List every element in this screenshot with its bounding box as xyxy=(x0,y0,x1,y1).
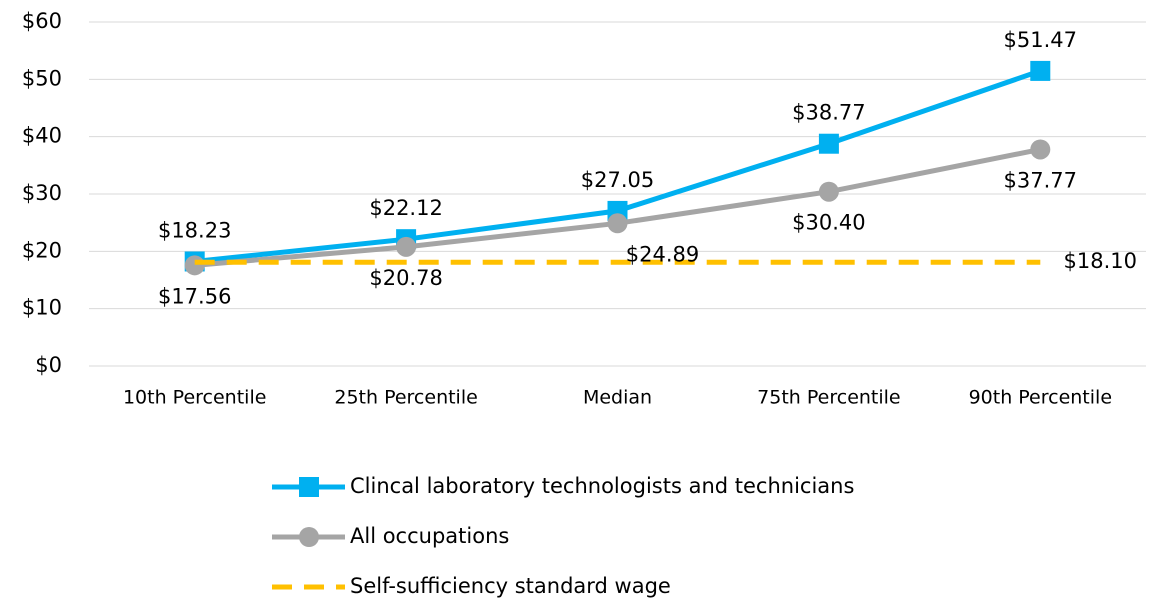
data-label: $37.77 xyxy=(1004,168,1077,192)
x-tick-label: 25th Percentile xyxy=(334,387,477,409)
legend-marker xyxy=(299,527,319,547)
legend-label: Self-sufficiency standard wage xyxy=(350,574,671,598)
data-label: $17.56 xyxy=(158,284,231,308)
legend-label: All occupations xyxy=(350,524,509,548)
data-label: $30.40 xyxy=(792,211,865,235)
y-tick-label: $30 xyxy=(22,181,62,205)
data-label: $22.12 xyxy=(369,196,442,220)
data-label: $20.78 xyxy=(369,266,442,290)
marker xyxy=(818,133,839,154)
marker xyxy=(396,236,417,257)
data-label: $18.10 xyxy=(1064,249,1137,273)
y-tick-label: $40 xyxy=(22,124,62,148)
x-tick-label: 90th Percentile xyxy=(969,387,1112,409)
data-label: $18.23 xyxy=(158,218,231,242)
y-tick-label: $20 xyxy=(22,238,62,262)
y-tick-label: $10 xyxy=(22,296,62,320)
x-tick-label: 75th Percentile xyxy=(757,387,900,409)
data-label: $27.05 xyxy=(581,168,654,192)
marker xyxy=(184,255,205,276)
marker xyxy=(607,213,628,234)
y-tick-label: $60 xyxy=(22,9,62,33)
legend-label: Clincal laboratory technologists and tec… xyxy=(350,474,854,498)
data-label: $24.89 xyxy=(626,242,699,266)
marker xyxy=(818,181,839,202)
legend-marker xyxy=(299,477,319,497)
data-label: $38.77 xyxy=(792,101,865,125)
data-label: $51.47 xyxy=(1004,28,1077,52)
marker xyxy=(1030,60,1051,81)
marker xyxy=(1030,139,1051,160)
y-tick-label: $50 xyxy=(22,66,62,90)
x-tick-label: Median xyxy=(583,387,652,409)
x-tick-label: 10th Percentile xyxy=(123,387,266,409)
y-tick-label: $0 xyxy=(35,353,62,377)
